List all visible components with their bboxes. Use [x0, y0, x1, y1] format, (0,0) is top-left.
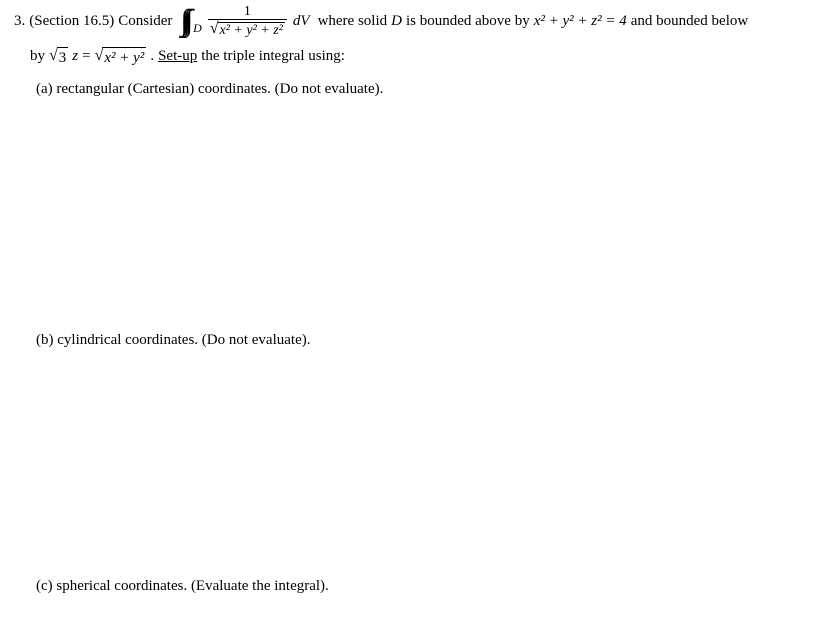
by-text: by	[30, 46, 45, 67]
after-setup-text: the triple integral using:	[201, 46, 345, 67]
integral-region-sub: D	[193, 20, 202, 37]
integral-symbols: ∫∫∫	[180, 6, 187, 36]
z-var: z	[72, 46, 78, 67]
section-reference: (Section 16.5)	[29, 11, 114, 32]
radicand-3: 3	[57, 47, 69, 69]
integrand-numerator: 1	[242, 4, 253, 19]
part-b-text: cylindrical coordinates. (Do not evaluat…	[57, 332, 310, 348]
problem-statement-line2: by √ 3 z = √ x² + y² . Set-up the triple…	[30, 45, 825, 69]
bounded-above-text: is bounded above by	[406, 11, 530, 32]
dv-text: dV	[293, 11, 310, 32]
where-text: where solid	[318, 11, 388, 32]
part-b: (b) cylindrical coordinates. (Do not eva…	[36, 330, 825, 351]
sqrt-cone: √ x² + y²	[95, 45, 147, 69]
consider-text: Consider	[118, 11, 172, 32]
cone-radicand: x² + y²	[102, 47, 146, 69]
triple-integral: ∫∫∫ D 1 √ x² + y² + z² dV	[180, 4, 309, 39]
solid-d: D	[391, 11, 402, 32]
problem-page: 3. (Section 16.5) Consider ∫∫∫ D 1 √ x² …	[0, 0, 839, 601]
integrand-fraction: 1 √ x² + y² + z²	[208, 4, 287, 39]
setup-underline: Set-up	[158, 46, 197, 67]
radicand: x² + y² + z²	[218, 22, 285, 38]
part-a-label: (a)	[36, 81, 53, 97]
integrand-denominator: √ x² + y² + z²	[208, 19, 287, 38]
period: .	[150, 46, 154, 67]
bounded-below-text: and bounded below	[631, 11, 748, 32]
equals-sign: =	[82, 46, 90, 67]
part-c-label: (c)	[36, 578, 53, 594]
part-a: (a) rectangular (Cartesian) coordinates.…	[36, 79, 825, 100]
problem-statement-line1: 3. (Section 16.5) Consider ∫∫∫ D 1 √ x² …	[14, 4, 825, 39]
part-c: (c) spherical coordinates. (Evaluate the…	[36, 576, 825, 597]
problem-number: 3.	[14, 11, 25, 32]
sphere-equation: x² + y² + z² = 4	[534, 11, 627, 32]
sub-parts-list: (a) rectangular (Cartesian) coordinates.…	[36, 79, 825, 597]
part-a-text: rectangular (Cartesian) coordinates. (Do…	[56, 81, 383, 97]
part-b-label: (b)	[36, 332, 54, 348]
sqrt-expr: √ x² + y² + z²	[210, 20, 285, 38]
sqrt3z: √ 3	[49, 45, 68, 69]
part-c-text: spherical coordinates. (Evaluate the int…	[56, 578, 328, 594]
